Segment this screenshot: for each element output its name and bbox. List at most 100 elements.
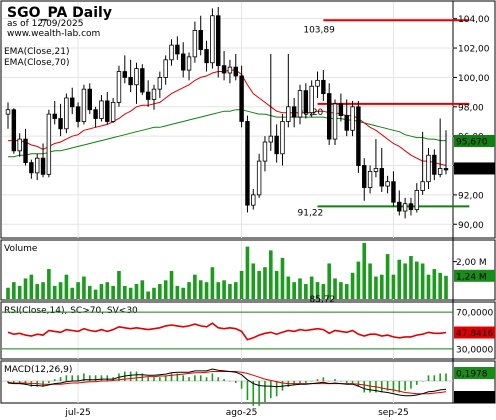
candle-body	[99, 100, 104, 119]
candle-body	[52, 113, 57, 119]
candle-body	[5, 109, 11, 115]
candle-body	[204, 49, 209, 64]
macd-hist-bar	[59, 377, 62, 382]
macd-line	[7, 368, 447, 397]
ema70-line	[8, 109, 446, 158]
macd-bottom-tag: -1,3490	[456, 394, 491, 404]
chart-title: SGO_PA Daily	[7, 5, 112, 21]
volume-bar	[438, 272, 442, 299]
macd-hist-bar	[386, 381, 389, 391]
candle-body	[350, 106, 355, 131]
volume-bar	[204, 282, 209, 299]
candle-body	[367, 170, 373, 188]
candle-body	[116, 71, 122, 103]
candle-body	[391, 181, 396, 203]
volume-bar	[216, 282, 221, 299]
candle-body	[105, 100, 110, 122]
macd-hist-bar	[270, 381, 272, 399]
volume-bar	[414, 261, 419, 299]
volume-bar	[134, 284, 139, 299]
macd-hist-bar	[433, 375, 436, 382]
ema70-path	[8, 109, 446, 158]
volume-label: Volume	[4, 244, 38, 254]
macd-hist-bar	[439, 373, 441, 382]
volume-bar	[41, 282, 45, 299]
volume-bar	[420, 263, 425, 299]
volume-bar	[304, 284, 308, 299]
candle-body	[163, 59, 168, 78]
volume-bar	[362, 242, 367, 299]
candle-body	[426, 154, 431, 183]
volume-bar	[152, 287, 156, 299]
volume-tick-label: 2,00 M	[456, 258, 487, 268]
macd-hist-bar	[351, 381, 354, 383]
candles	[5, 6, 449, 219]
volume-bar	[403, 263, 407, 299]
rsi-tick-label: 30,0000	[456, 345, 493, 355]
candle-body	[397, 201, 402, 212]
price-tick-label: 92,00	[458, 191, 484, 201]
ema21-path	[8, 69, 447, 166]
candle-body	[175, 44, 180, 55]
candle-body	[274, 135, 279, 155]
macd-hist-bar	[293, 381, 295, 385]
candle-body	[344, 115, 349, 131]
candle-body	[216, 15, 221, 67]
volume-bar	[292, 282, 296, 299]
volume-bar	[426, 274, 431, 299]
volume-bar	[64, 274, 69, 299]
macd-bottom-tag-bg	[454, 391, 495, 403]
x-axis-label: ago-25	[226, 408, 258, 418]
volume-bar	[70, 287, 75, 299]
macd-hist-bar	[18, 381, 21, 383]
candle-body	[297, 90, 303, 118]
rsi-panel: RSI(Close,14), SC>70, SV<30 85,72 70,0000 3…	[2, 295, 495, 355]
volume-bar	[87, 285, 92, 299]
price-y-ticks: 104,00102,00100,0098,0096,0094,0092,0090…	[453, 15, 495, 231]
candle-body	[122, 71, 128, 78]
candle-body	[110, 101, 116, 122]
volume-bar	[158, 284, 162, 299]
volume-bar	[397, 259, 402, 299]
volume-bar	[356, 261, 361, 299]
candle-body	[29, 162, 34, 174]
macd-hist-bar	[410, 381, 412, 389]
macd-hist-bar	[194, 375, 196, 382]
volume-bar	[193, 274, 197, 299]
volume-bar	[93, 289, 98, 299]
macd-hist-bar	[252, 381, 255, 406]
macd-hist-bar	[7, 381, 9, 383]
candle-body	[356, 106, 361, 166]
volume-bar	[146, 291, 150, 299]
volume-bar	[321, 284, 326, 299]
volume-bar	[344, 284, 349, 299]
candle-body	[262, 141, 268, 162]
volume-bar	[263, 267, 267, 299]
macd-hist-bar	[299, 381, 301, 383]
candle-body	[46, 113, 52, 175]
last-price-tag-bg	[454, 162, 495, 175]
rsi-panel-frame	[0, 301, 496, 360]
macd-hist-bar	[71, 375, 74, 382]
macd-hist-bar	[316, 379, 319, 382]
volume-bar	[432, 269, 437, 299]
volume-bar	[52, 285, 57, 299]
volume-bar	[233, 282, 238, 299]
macd-hist-bar	[88, 375, 91, 382]
candle-body	[180, 53, 186, 71]
rsi-last-tag-bg	[454, 326, 495, 339]
macd-hist-bar	[83, 373, 85, 382]
x-axis-label: jul-25	[64, 408, 90, 418]
macd-hist-bar	[445, 373, 447, 382]
candle-body	[338, 103, 344, 116]
volume-bar	[368, 263, 372, 299]
macd-hist-bar	[211, 373, 214, 382]
candle-body	[221, 65, 227, 74]
candle-body	[198, 30, 203, 50]
volume-bar	[374, 276, 378, 299]
volume-bar	[29, 274, 34, 299]
volume-bar	[99, 284, 104, 299]
volume-bar	[251, 263, 256, 299]
macd-hist-bar	[345, 381, 348, 383]
ema21-line	[8, 69, 447, 166]
